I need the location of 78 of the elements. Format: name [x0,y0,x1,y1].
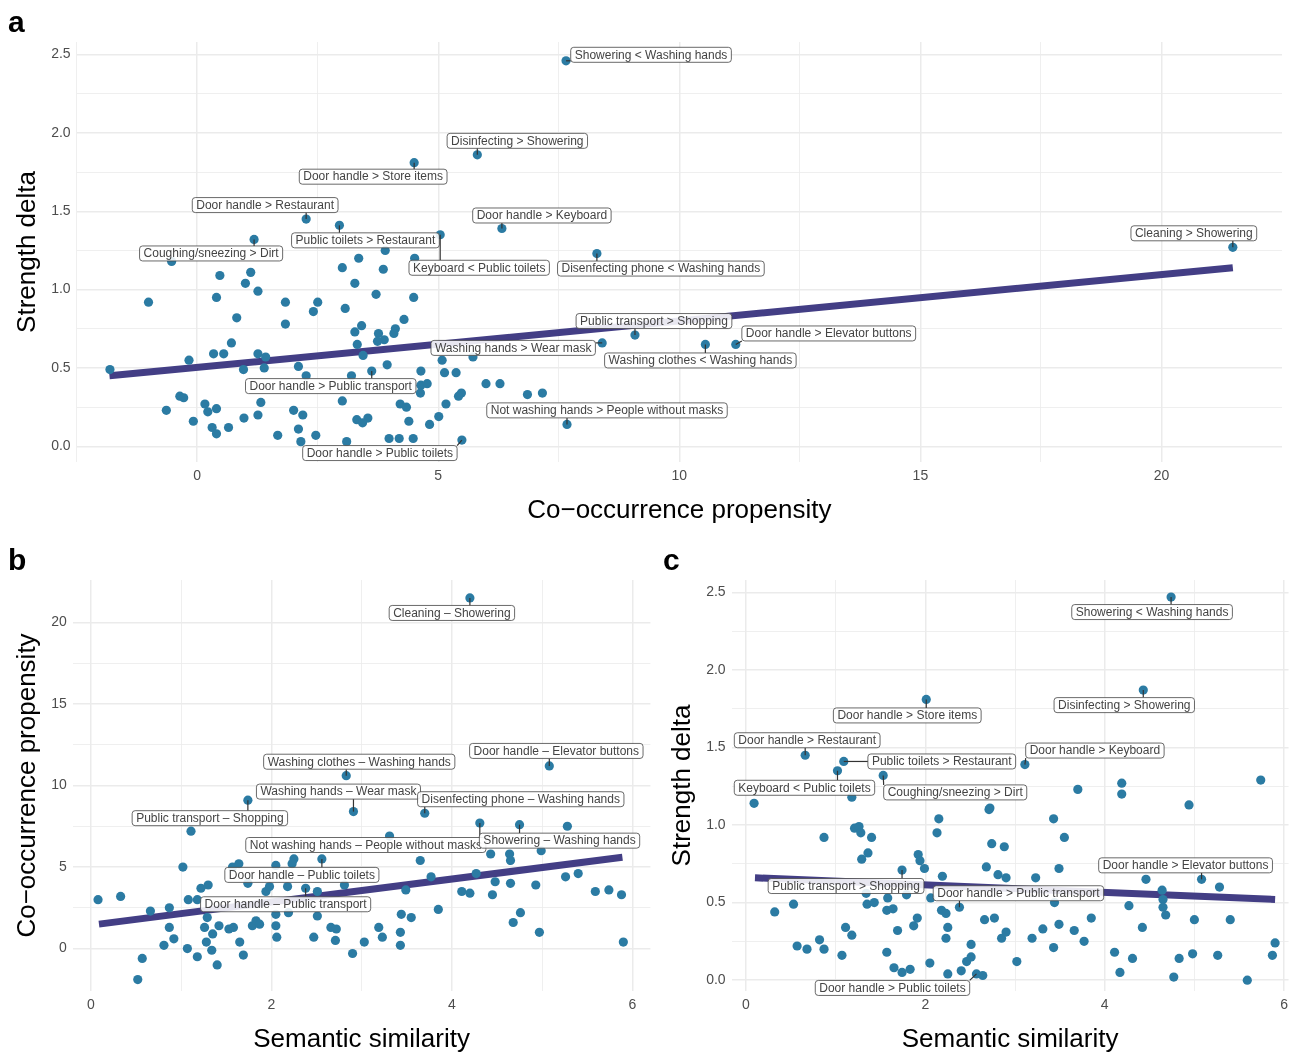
x-axis-title: Co−occurrence propensity [527,493,832,524]
x-tick-label: 0 [742,996,751,1013]
y-tick-label: 1.5 [51,202,71,219]
y-tick-label: 2.0 [51,123,71,140]
annotation: Disinfecting > Showering [1058,697,1191,712]
annotation: Public transport – Shopping [136,810,284,825]
chart-title: a [8,5,25,39]
y-axis-title: Strength delta [10,170,41,333]
annotation: Public transport > Shopping [580,313,728,328]
chart-title: c [663,543,680,577]
annotation: Keyboard < Public toilets [412,260,546,275]
annotation: Door handle > Elevator buttons [1102,858,1269,873]
annotation: Public transport > Shopping [772,878,920,893]
annotation: Cleaning – Showering [393,605,511,620]
x-tick-label: 10 [671,467,688,484]
y-tick-label: 20 [51,613,67,630]
x-axis-title: Semantic similarity [253,1022,470,1053]
annotation: Disenfecting phone – Washing hands [421,792,620,807]
y-tick-label: 1.5 [706,738,726,755]
annotation: Coughing/sneezing > Dirt [143,246,280,261]
annotation: Disenfecting phone < Washing hands [561,261,761,276]
y-axis-title: Strength delta [665,704,696,867]
y-tick-label: 1.0 [706,815,726,832]
y-tick-label: 0.5 [51,358,71,375]
annotation: Coughing/sneezing > Dirt [887,785,1024,800]
annotation: Door handle > Keyboard [476,208,608,223]
annotation: Door handle > Store items [303,169,444,184]
annotation: Washing clothes < Washing hands [608,353,793,368]
annotation: Washing hands – Wear mask [260,784,418,799]
annotation: Door handle – Public toilets [228,867,375,882]
x-tick-label: 4 [447,996,456,1013]
annotation: Door handle > Keyboard [1029,743,1161,758]
x-tick-label: 2 [921,996,930,1013]
annotation: Not washing hands > People without masks [490,403,724,418]
y-tick-label: 2.0 [706,660,726,677]
annotation: Washing hands > Wear mask [434,340,593,355]
x-axis-title: Semantic similarity [901,1022,1119,1053]
chart-title: b [8,543,27,577]
annotation: Door handle > Restaurant [196,197,335,212]
annotation: Door handle – Public transport [204,897,368,912]
annotation: Door handle > Elevator buttons [745,326,912,341]
x-tick-label: 20 [1153,467,1170,484]
annotation: Showering < Washing hands [1075,604,1229,619]
y-tick-label: 2.5 [51,45,71,62]
x-tick-label: 0 [193,467,202,484]
annotation: Showering – Washing hands [483,833,636,848]
annotation: Door handle > Public transport [249,378,413,393]
annotation: Door handle > Public toilets [306,445,454,460]
annotation: Washing clothes – Washing hands [267,754,451,769]
x-tick-label: 6 [1280,996,1289,1013]
y-tick-label: 5 [58,857,67,874]
annotation: Door handle > Restaurant [738,733,877,748]
y-tick-label: 2.5 [706,583,726,600]
annotation: Keyboard < Public toilets [738,780,871,795]
x-tick-label: 0 [86,996,95,1013]
y-tick-label: 15 [51,694,67,711]
y-tick-label: 0 [58,939,67,956]
y-tick-label: 0.0 [706,971,726,987]
annotation: Door handle > Public transport [937,886,1101,901]
y-tick-label: 0.5 [706,893,726,910]
annotation: Public toilets > Restaurant [871,754,1013,769]
x-tick-label: 15 [912,467,929,484]
annotation: Public toilets > Restaurant [295,233,436,248]
y-tick-label: 1.0 [51,280,71,297]
y-tick-label: 0.0 [51,437,71,454]
annotation: Door handle > Store items [837,708,978,723]
y-tick-label: 10 [51,776,67,793]
annotation: Door handle > Public toilets [819,980,966,995]
annotation: Disinfecting > Showering [451,133,584,148]
x-tick-label: 5 [434,467,443,484]
annotation: Cleaning > Showering [1134,226,1253,241]
x-tick-label: 4 [1100,996,1109,1013]
annotation: Showering < Washing hands [574,47,728,62]
annotation: Door handle – Elevator buttons [473,743,640,758]
x-tick-label: 2 [267,996,276,1013]
annotation: Not washing hands – People without masks [249,837,482,852]
y-axis-title: Co−occurrence propensity [10,633,41,938]
x-tick-label: 6 [628,996,637,1013]
